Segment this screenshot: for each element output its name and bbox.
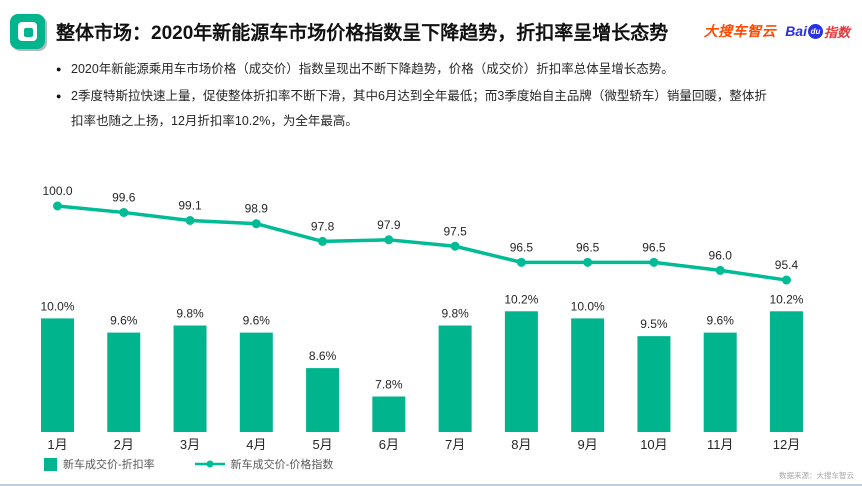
combo-chart: 10.0% 1月 9.6% 2月 9.8% 3月 9.6% 4月 8.6% 5月 7.8% 6月 9.8…: [40, 184, 803, 452]
x-axis-label: 11月: [707, 437, 734, 452]
line-value-label: 96.5: [642, 240, 666, 254]
bar-value-label: 9.8%: [176, 307, 204, 321]
baidu-paw-icon: du: [807, 23, 823, 39]
baidu-index-text: 指数: [823, 24, 850, 40]
bar-legend-swatch: [44, 457, 57, 471]
bullet-point-2: 2季度特斯拉快速上量，促使整体折扣率不断下滑，其中6月达到全年最低；而3季度始自…: [56, 84, 776, 134]
dasouche-zhiyun-logo: 大搜车智云: [703, 23, 777, 39]
line-point: [185, 215, 195, 225]
line-legend-symbol: [194, 460, 225, 468]
bar-value-label: 10.2%: [504, 292, 538, 306]
bar-value-label: 10.2%: [769, 292, 803, 306]
line-value-label: 96.5: [510, 240, 534, 254]
line-point: [516, 257, 526, 267]
legend-item-discount-rate: 新车成交价-折扣率: [44, 456, 155, 472]
bar: [637, 336, 671, 432]
x-axis-label: 7月: [445, 437, 465, 452]
key-findings-list: 2020年新能源乘用车市场价格（成交价）指数呈现出不断下降趋势，价格（成交价）折…: [56, 57, 776, 136]
x-axis-label: 3月: [180, 437, 200, 452]
x-axis-label: 9月: [578, 437, 598, 452]
chart-legend: 新车成交价-折扣率 新车成交价-价格指数: [44, 456, 333, 472]
baidu-bai-text: Bai: [785, 23, 807, 39]
baidu-du-text: du: [810, 26, 821, 36]
x-axis-label: 5月: [312, 437, 332, 452]
bar-value-label: 9.5%: [640, 317, 668, 331]
line-value-label: 95.4: [775, 258, 799, 272]
x-axis-label: 8月: [511, 437, 531, 452]
bar: [306, 368, 340, 432]
bar-value-label: 9.6%: [110, 314, 138, 328]
line-point: [450, 241, 460, 251]
bar: [571, 318, 605, 432]
bar: [107, 332, 141, 432]
logo-core-square: [24, 27, 33, 37]
data-source-note: 数据来源：大搜车智云: [779, 471, 854, 480]
footer-divider: [0, 484, 862, 486]
bar: [372, 396, 406, 432]
baidu-index-logo: Bai du 指数: [785, 22, 850, 41]
bar: [769, 311, 803, 432]
bar-value-label: 9.8%: [441, 307, 469, 321]
line-point: [583, 257, 593, 267]
bar: [239, 332, 273, 432]
x-axis-label: 1月: [47, 437, 67, 452]
line-point: [649, 257, 659, 267]
line-point: [781, 275, 791, 285]
x-axis-label: 2月: [114, 437, 134, 452]
line-point: [384, 235, 394, 245]
bar-value-label: 9.6%: [707, 314, 735, 328]
legend-item-price-index: 新车成交价-价格指数: [194, 456, 334, 472]
dasouche-logo-icon: [10, 13, 45, 49]
bar-value-label: 9.6%: [243, 314, 271, 328]
line-value-label: 97.9: [377, 218, 401, 232]
bar: [703, 332, 737, 432]
bar: [438, 325, 472, 432]
line-point: [251, 219, 261, 229]
line-value-label: 99.6: [112, 190, 136, 204]
line-point: [715, 265, 725, 275]
bar-value-label: 7.8%: [375, 378, 403, 392]
bar: [173, 325, 207, 432]
bar-legend-label: 新车成交价-折扣率: [63, 459, 155, 471]
x-axis-label: 10月: [640, 437, 667, 452]
header-logos: 大搜车智云 Bai du 指数: [704, 21, 850, 41]
header: 整体市场：2020年新能源车市场价格指数呈下降趋势，折扣率呈增长态势 大搜车智云…: [10, 11, 850, 51]
line-point: [53, 201, 62, 211]
bar: [504, 311, 538, 432]
line-value-label: 98.9: [245, 202, 269, 216]
bar-value-label: 10.0%: [571, 299, 605, 313]
x-axis-label: 6月: [379, 437, 399, 452]
line-point: [318, 236, 328, 246]
bar-value-label: 10.0%: [40, 299, 74, 313]
page-title: 整体市场：2020年新能源车市场价格指数呈下降趋势，折扣率呈增长态势: [56, 22, 669, 44]
line-value-label: 96.5: [576, 240, 600, 254]
x-axis-label: 12月: [773, 437, 800, 452]
line-value-label: 97.5: [443, 224, 467, 238]
line-value-label: 96.0: [709, 248, 733, 262]
line-value-label: 97.8: [311, 219, 335, 233]
line-value-label: 100.0: [42, 184, 72, 198]
price-index-line: [55, 204, 789, 282]
x-axis-label: 4月: [246, 437, 266, 452]
bar: [41, 318, 74, 432]
line-value-label: 99.1: [178, 198, 202, 212]
line-legend-label: 新车成交价-价格指数: [230, 459, 334, 471]
bullet-point-1: 2020年新能源乘用车市场价格（成交价）指数呈现出不断下降趋势，价格（成交价）折…: [56, 57, 776, 82]
bar-value-label: 8.6%: [309, 349, 337, 363]
line-point: [119, 207, 129, 217]
